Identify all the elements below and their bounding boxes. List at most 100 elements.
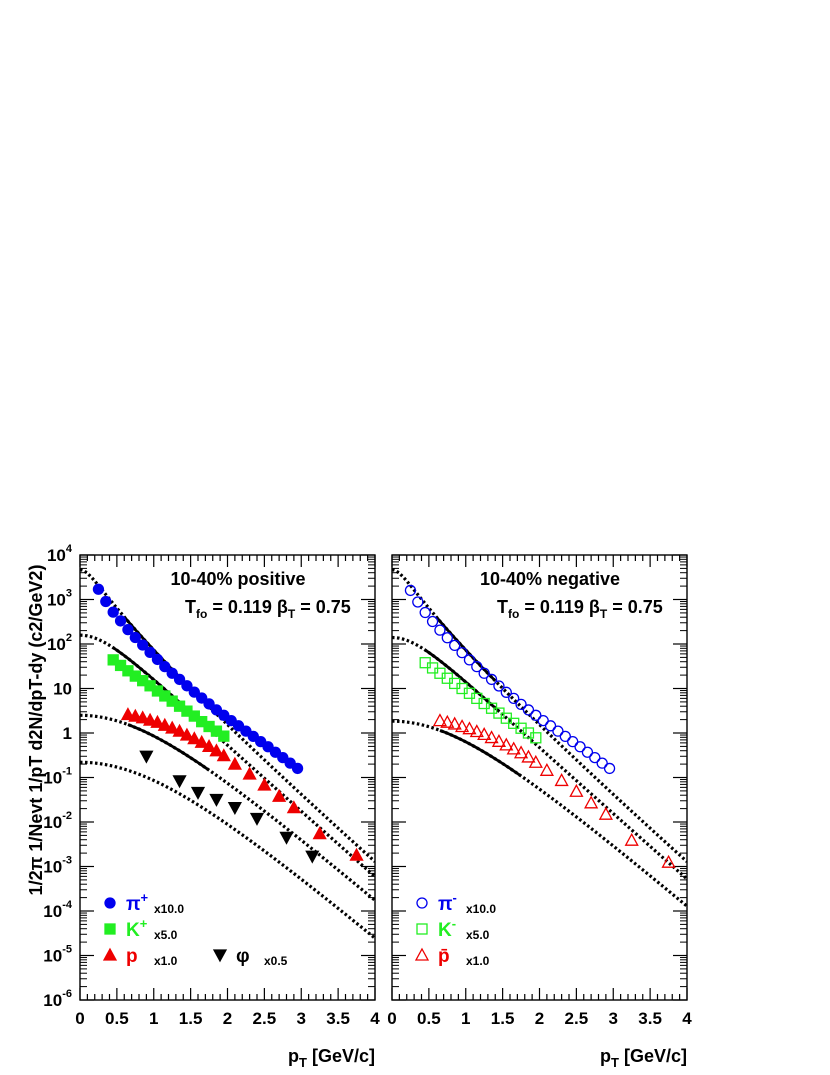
panel-title: 10-40% negative bbox=[480, 569, 620, 589]
legend-scale: x1.0 bbox=[466, 954, 490, 968]
data-point bbox=[159, 660, 171, 673]
data-point bbox=[513, 745, 529, 759]
blast-wave-fit-line bbox=[424, 648, 500, 713]
x-tick-label: 1 bbox=[149, 1009, 158, 1028]
data-point bbox=[142, 712, 158, 726]
y-tick-label: 10-3 bbox=[43, 855, 72, 877]
legend-entry: π+ x10.0 bbox=[104, 890, 184, 916]
data-point bbox=[412, 596, 424, 608]
series-layer bbox=[80, 568, 375, 940]
data-point bbox=[584, 795, 599, 809]
legend-label: φ bbox=[236, 946, 250, 967]
x-tick-label: 0.5 bbox=[417, 1009, 441, 1028]
data-point bbox=[172, 723, 187, 737]
data-point bbox=[100, 595, 112, 608]
x-axis-title: pT [GeV/c] bbox=[288, 1046, 375, 1070]
x-tick-label: 0 bbox=[75, 1009, 84, 1028]
plot-area: 0 0.5 1 1.5 2 2.5 3 3.5 4 10-6 10-5 10-4 10-3 10-2 10-… bbox=[43, 543, 692, 1070]
data-point bbox=[456, 646, 468, 659]
data-point bbox=[559, 730, 571, 743]
data-point bbox=[499, 737, 514, 751]
data-point bbox=[521, 749, 536, 763]
data-point bbox=[196, 692, 208, 704]
legend-label: π+ bbox=[126, 890, 149, 915]
series-triangle-up-open bbox=[392, 713, 687, 908]
data-point bbox=[434, 624, 446, 636]
data-point bbox=[603, 762, 616, 775]
legend-entry: K-x5.0 bbox=[416, 916, 490, 942]
data-point bbox=[128, 708, 143, 722]
y-tick-label: 10-2 bbox=[43, 810, 72, 832]
data-point bbox=[249, 812, 265, 826]
panel-positive: 0 0.5 1 1.5 2 2.5 3 3.5 4 10-6 10-5 10-4 10-3 10-2 10-… bbox=[43, 543, 380, 1070]
legend-marker bbox=[104, 897, 116, 909]
data-point bbox=[137, 639, 149, 651]
legend-marker bbox=[212, 949, 228, 963]
series-circle-open bbox=[392, 568, 687, 863]
data-point bbox=[432, 713, 448, 727]
data-point bbox=[530, 732, 542, 744]
series-layer bbox=[392, 568, 687, 908]
data-point bbox=[552, 725, 564, 737]
y-tick-label: 1 bbox=[63, 724, 72, 743]
data-point bbox=[491, 733, 507, 747]
data-point bbox=[312, 826, 327, 840]
data-point bbox=[485, 673, 498, 686]
data-point bbox=[194, 734, 209, 748]
legend-entry: K+ x5.0 bbox=[104, 916, 178, 942]
blast-wave-fit-line bbox=[439, 729, 522, 778]
data-point bbox=[122, 624, 134, 636]
data-point bbox=[404, 584, 417, 597]
data-point bbox=[537, 714, 549, 727]
data-point bbox=[567, 735, 579, 748]
data-point bbox=[441, 632, 453, 644]
data-point bbox=[661, 854, 676, 868]
x-tick-label: 3 bbox=[609, 1009, 618, 1028]
legend-entry: φ x0.5 bbox=[212, 946, 288, 968]
y-tick-label: 10 bbox=[53, 680, 72, 699]
x-tick-label: 2 bbox=[223, 1009, 232, 1028]
x-tick-label: 1.5 bbox=[179, 1009, 203, 1028]
data-point bbox=[462, 721, 477, 735]
data-point bbox=[447, 716, 462, 730]
data-point bbox=[449, 639, 461, 652]
legend-label: π- bbox=[438, 890, 457, 915]
data-point bbox=[173, 673, 186, 686]
data-point bbox=[203, 698, 215, 710]
data-point bbox=[277, 751, 289, 764]
x-tick-label: 2.5 bbox=[253, 1009, 277, 1028]
data-point bbox=[216, 748, 231, 762]
data-point bbox=[539, 762, 554, 776]
data-point bbox=[426, 615, 439, 628]
legend-label: p̄ bbox=[438, 946, 450, 967]
data-point bbox=[190, 786, 206, 800]
data-point bbox=[151, 653, 164, 666]
data-point bbox=[522, 704, 535, 716]
y-axis-title: 1/2π 1/Nevt 1/pT d2N/dpT-dy (c2/GeV2) bbox=[26, 565, 46, 896]
x-tick-label: 3 bbox=[297, 1009, 306, 1028]
data-point bbox=[92, 583, 105, 595]
legend-scale: x1.0 bbox=[154, 954, 178, 968]
x-tick-label: 2.5 bbox=[565, 1009, 589, 1028]
y-tick-label: 102 bbox=[47, 632, 72, 654]
data-point bbox=[589, 751, 601, 764]
data-point bbox=[172, 775, 187, 789]
series-circle-filled bbox=[80, 568, 375, 863]
data-point bbox=[506, 741, 521, 755]
plot-frame bbox=[391, 554, 688, 1001]
series-square-filled bbox=[80, 633, 375, 878]
data-point bbox=[515, 698, 527, 711]
data-point bbox=[419, 606, 431, 619]
data-point bbox=[210, 704, 223, 716]
legend-entry: p̄ x1.0 bbox=[414, 946, 490, 968]
data-point bbox=[286, 800, 301, 814]
data-point bbox=[596, 757, 608, 769]
y-tick-label: 10-1 bbox=[43, 766, 72, 788]
data-point bbox=[218, 730, 230, 742]
legend-scale: x10.0 bbox=[154, 902, 184, 916]
panel-title: 10-40% positive bbox=[170, 569, 305, 589]
legend-scale: x10.0 bbox=[466, 902, 496, 916]
data-point bbox=[242, 766, 257, 780]
x-tick-label: 3.5 bbox=[638, 1009, 662, 1028]
